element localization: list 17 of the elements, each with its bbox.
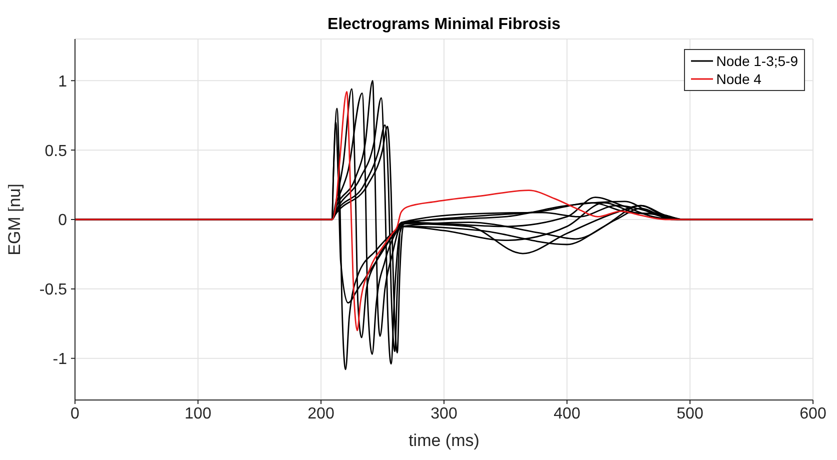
x-tick-label: 300 xyxy=(430,405,458,422)
chart-title: Electrograms Minimal Fibrosis xyxy=(326,16,562,34)
y-tick-label: 1 xyxy=(58,73,68,90)
legend-label: Node 4 xyxy=(716,70,762,88)
x-tick-label: 100 xyxy=(184,405,212,422)
y-tick-label: 0 xyxy=(58,212,68,230)
x-axis-title: time (ms) xyxy=(408,431,480,450)
x-tick-label: 0 xyxy=(70,405,80,422)
y-tick-label: -1 xyxy=(52,351,68,368)
x-tick-label: 400 xyxy=(554,405,580,422)
x-tick-label: 600 xyxy=(800,405,826,422)
y-tick-label: -0.5 xyxy=(39,282,68,299)
x-tick-label: 500 xyxy=(676,405,704,422)
y-tick-label: 0.5 xyxy=(44,142,68,160)
y-axis-title: EGM [nu] xyxy=(5,184,24,256)
legend-label: Node 1-3;5-9 xyxy=(716,52,798,70)
x-tick-label: 200 xyxy=(308,405,334,422)
